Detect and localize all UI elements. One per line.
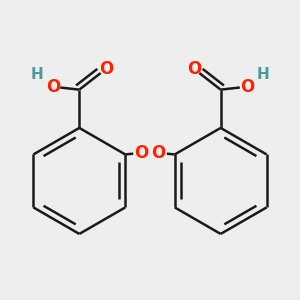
Text: O: O <box>152 144 166 162</box>
Text: O: O <box>134 144 148 162</box>
Text: H: H <box>257 68 270 82</box>
Text: O: O <box>46 78 60 96</box>
Text: O: O <box>99 60 113 78</box>
Text: O: O <box>240 78 254 96</box>
Text: O: O <box>187 60 201 78</box>
Text: H: H <box>30 68 43 82</box>
